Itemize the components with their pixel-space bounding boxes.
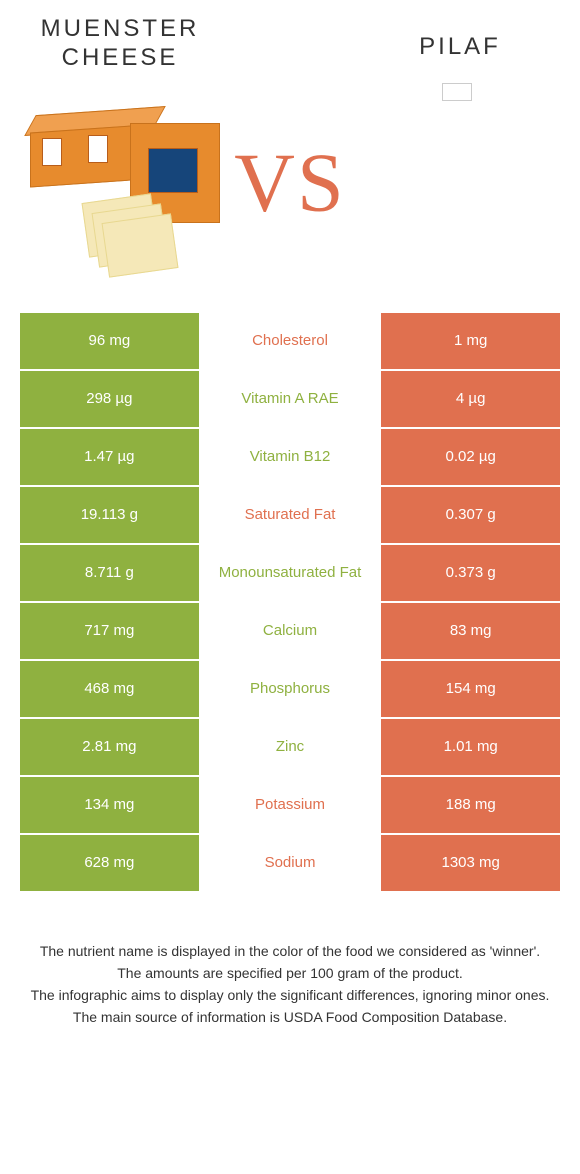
table-row: 8.711 gMonounsaturated Fat0.373 g — [20, 545, 560, 601]
nutrient-label: Zinc — [201, 719, 380, 775]
footer-notes: The nutrient name is displayed in the co… — [0, 911, 580, 1028]
value-right: 4 µg — [381, 371, 560, 427]
food-title-left: MUENSTER CHEESE — [20, 15, 220, 73]
value-right: 154 mg — [381, 661, 560, 717]
nutrient-label: Vitamin B12 — [201, 429, 380, 485]
value-left: 298 µg — [20, 371, 199, 427]
value-left: 468 mg — [20, 661, 199, 717]
value-left: 96 mg — [20, 313, 199, 369]
table-row: 96 mgCholesterol1 mg — [20, 313, 560, 369]
value-left: 19.113 g — [20, 487, 199, 543]
nutrient-label: Cholesterol — [201, 313, 380, 369]
value-left: 717 mg — [20, 603, 199, 659]
table-row: 1.47 µgVitamin B120.02 µg — [20, 429, 560, 485]
value-right: 0.02 µg — [381, 429, 560, 485]
table-row: 717 mgCalcium83 mg — [20, 603, 560, 659]
nutrient-label: Monounsaturated Fat — [201, 545, 380, 601]
food-image-left — [30, 93, 230, 273]
food-title-right: PILAF — [360, 15, 560, 62]
value-left: 134 mg — [20, 777, 199, 833]
table-row: 468 mgPhosphorus154 mg — [20, 661, 560, 717]
nutrient-label: Vitamin A RAE — [201, 371, 380, 427]
value-left: 8.711 g — [20, 545, 199, 601]
table-row: 628 mgSodium1303 mg — [20, 835, 560, 891]
nutrient-label: Calcium — [201, 603, 380, 659]
value-left: 628 mg — [20, 835, 199, 891]
value-right: 1.01 mg — [381, 719, 560, 775]
nutrient-label: Saturated Fat — [201, 487, 380, 543]
value-left: 2.81 mg — [20, 719, 199, 775]
value-left: 1.47 µg — [20, 429, 199, 485]
table-row: 2.81 mgZinc1.01 mg — [20, 719, 560, 775]
table-row: 19.113 gSaturated Fat0.307 g — [20, 487, 560, 543]
footer-line-3: The infographic aims to display only the… — [25, 985, 555, 1005]
header: MUENSTER CHEESE PILAF — [0, 0, 580, 73]
value-right: 1 mg — [381, 313, 560, 369]
footer-line-2: The amounts are specified per 100 gram o… — [25, 963, 555, 983]
vs-label: VS — [234, 134, 345, 231]
value-right: 188 mg — [381, 777, 560, 833]
footer-line-1: The nutrient name is displayed in the co… — [25, 941, 555, 961]
nutrient-label: Sodium — [201, 835, 380, 891]
nutrient-label: Potassium — [201, 777, 380, 833]
food-image-right — [442, 83, 472, 101]
table-row: 298 µgVitamin A RAE4 µg — [20, 371, 560, 427]
value-right: 1303 mg — [381, 835, 560, 891]
nutrient-table: 96 mgCholesterol1 mg298 µgVitamin A RAE4… — [20, 313, 560, 891]
value-right: 83 mg — [381, 603, 560, 659]
nutrient-label: Phosphorus — [201, 661, 380, 717]
value-right: 0.373 g — [381, 545, 560, 601]
table-row: 134 mgPotassium188 mg — [20, 777, 560, 833]
hero-section: VS — [0, 73, 580, 293]
value-right: 0.307 g — [381, 487, 560, 543]
footer-line-4: The main source of information is USDA F… — [25, 1007, 555, 1027]
